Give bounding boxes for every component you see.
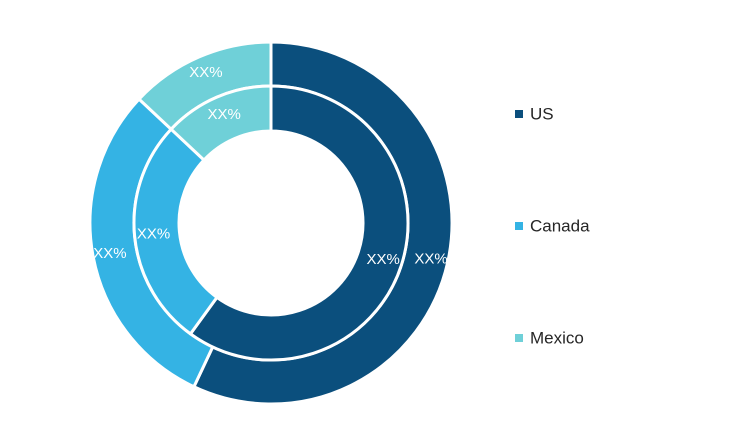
legend-label-canada: Canada [530, 217, 590, 236]
inner-slice-label-us: XX% [367, 251, 400, 268]
inner-slice-label-mexico: XX% [207, 106, 240, 123]
legend-label-mexico: Mexico [530, 329, 584, 348]
inner-ring [132, 84, 410, 362]
legend-swatch-us [515, 110, 523, 118]
legend-swatch-mexico [515, 334, 523, 342]
outer-slice-label-mexico: XX% [189, 64, 222, 81]
legend-swatch-canada [515, 222, 523, 230]
outer-slice-label-canada: XX% [93, 245, 126, 262]
inner-slice-mexico [169, 84, 273, 163]
inner-slice-us [188, 84, 410, 362]
legend-item-canada: Canada [515, 217, 590, 236]
inner-slice-label-canada: XX% [137, 226, 170, 243]
outer-slice-label-us: XX% [414, 250, 447, 267]
legend-item-mexico: Mexico [515, 329, 584, 348]
legend-label-us: US [530, 105, 554, 124]
legend-item-us: US [515, 105, 554, 124]
slice-labels: XX% XX% XX% XX% XX% XX% [93, 64, 448, 268]
legend: US Canada Mexico [515, 105, 590, 348]
